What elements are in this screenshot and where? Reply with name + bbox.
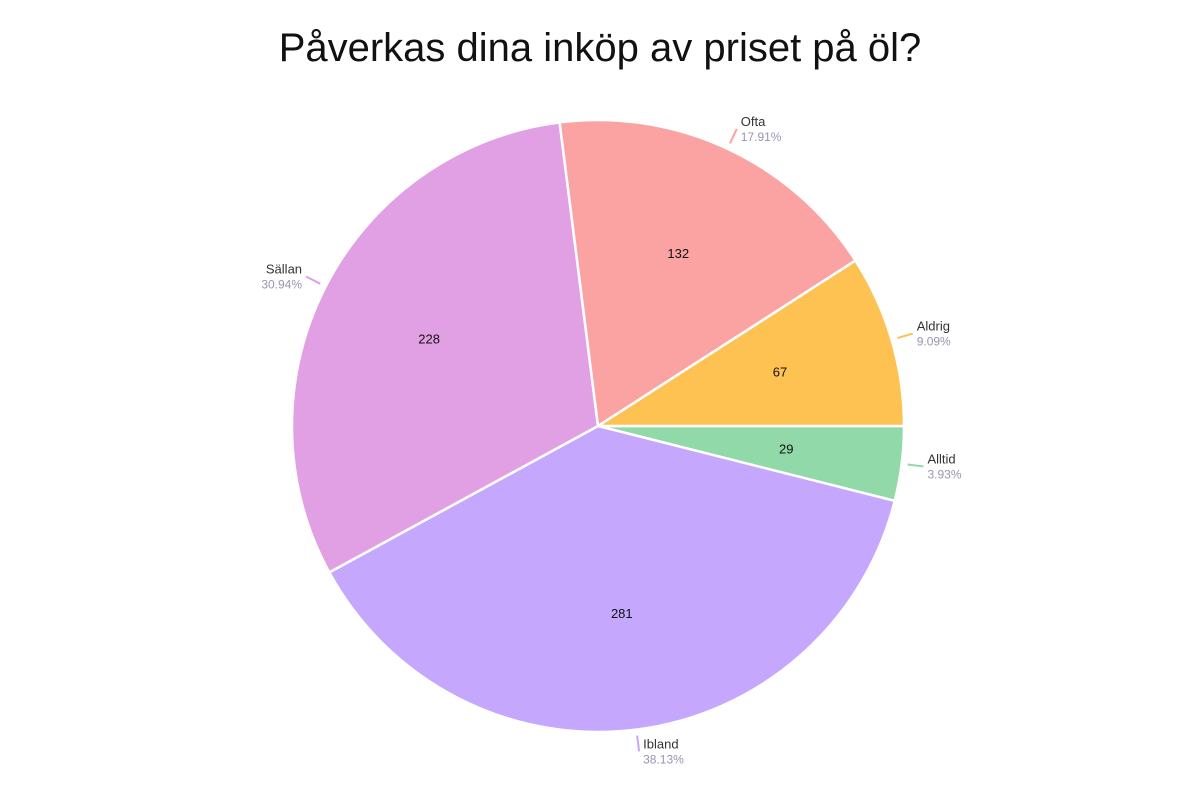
callout-percent-ibland: 38.13% — [643, 752, 684, 766]
callout-line-alltid — [907, 463, 924, 468]
callout-label-sallan: Sällan — [266, 262, 302, 277]
callout-line-ofta — [729, 128, 738, 144]
callout-percent-aldrig: 9.09% — [917, 335, 951, 349]
slice-value-sallan: 228 — [418, 332, 440, 347]
pie-slice-ibland[interactable] — [328, 424, 896, 734]
slice-value-ibland: 281 — [611, 606, 633, 621]
pie-slice-sallan[interactable] — [290, 121, 600, 574]
chart-title: Påverkas dina inköp av priset på öl? — [278, 26, 922, 70]
callout-label-ibland: Ibland — [643, 736, 678, 751]
callout-line-ibland — [636, 735, 641, 752]
callout-percent-sallan: 30.94% — [261, 278, 302, 292]
slice-value-ofta: 132 — [667, 246, 689, 261]
callout-percent-ofta: 17.91% — [741, 130, 782, 144]
slice-value-alltid: 29 — [779, 441, 793, 456]
pie-callouts: Alltid3.93%Ibland38.13%Sällan30.94%Ofta1… — [261, 114, 962, 767]
callout-label-aldrig: Aldrig — [917, 319, 950, 334]
callout-percent-alltid: 3.93% — [927, 467, 961, 481]
callout-line-aldrig — [897, 332, 913, 340]
pie-slice-ofta[interactable] — [558, 118, 857, 428]
slice-value-aldrig: 67 — [773, 365, 787, 380]
pie-value-labels: 29 281 228 132 67 — [418, 246, 793, 621]
callout-label-alltid: Alltid — [927, 451, 955, 466]
callout-line-sallan — [305, 275, 321, 285]
pie-slice-aldrig[interactable] — [596, 259, 906, 428]
pie-slices — [290, 118, 906, 734]
callout-label-ofta: Ofta — [741, 114, 766, 129]
